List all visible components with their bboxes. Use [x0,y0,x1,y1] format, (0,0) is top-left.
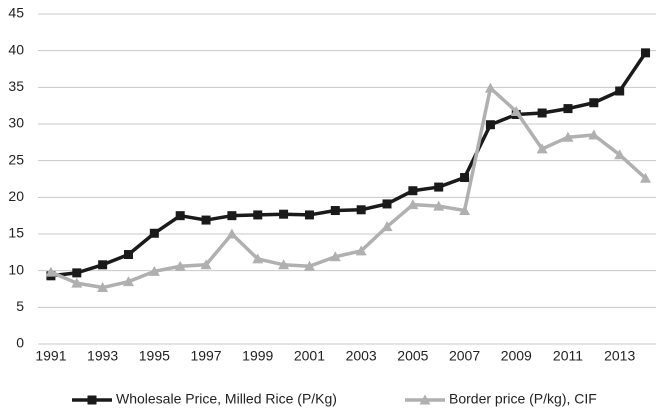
marker [148,265,160,276]
x-tick-label: 2013 [604,348,635,364]
y-tick-label: 25 [8,151,24,167]
marker [563,104,573,114]
x-tick-label: 1997 [190,348,221,364]
marker [408,186,418,196]
x-tick-label: 2003 [346,348,377,364]
marker [174,260,186,271]
marker [45,266,57,277]
marker [123,250,133,260]
marker [175,211,185,221]
marker [329,251,341,262]
marker [614,149,626,160]
marker [201,215,211,225]
marker [356,205,366,215]
marker [227,211,237,221]
marker [640,172,652,183]
y-tick-label: 35 [8,78,24,94]
x-tick-label: 1991 [35,348,66,364]
x-tick-label: 2001 [294,348,325,364]
marker [537,108,547,118]
marker [355,245,367,256]
marker [200,259,212,270]
marker [304,210,314,220]
marker [407,199,419,210]
marker [485,120,495,130]
marker [122,276,134,287]
marker [484,82,496,93]
series-line [50,86,647,290]
marker [279,209,289,219]
marker [253,210,263,220]
marker [252,253,264,264]
marker [381,221,393,232]
marker [459,205,471,216]
x-tick-label: 1995 [139,348,170,364]
marker [87,395,97,405]
y-tick-label: 20 [8,188,24,204]
marker [460,173,470,183]
marker [510,106,522,117]
marker [588,129,600,140]
y-tick-label: 45 [8,5,24,21]
marker [433,200,445,211]
marker [562,131,574,142]
y-tick-label: 0 [16,335,24,351]
y-tick-label: 15 [8,225,24,241]
marker [97,282,109,293]
marker [278,259,290,270]
x-tick-label: 2005 [397,348,428,364]
marker [536,143,548,154]
marker [149,228,159,238]
legend-label: Border price (P/kg), CIF [449,391,597,407]
x-tick-label: 1999 [242,348,273,364]
marker [434,182,444,192]
marker [589,98,599,108]
marker [419,394,431,405]
marker [615,86,625,96]
y-tick-label: 30 [8,115,24,131]
x-tick-label: 2011 [553,348,583,364]
x-tick-label: 2007 [449,348,480,364]
x-tick-label: 1993 [87,348,118,364]
marker [641,48,651,58]
x-tick-label: 2009 [501,348,532,364]
marker [382,199,392,209]
marker [226,228,238,239]
marker [303,260,315,271]
y-tick-label: 10 [8,261,24,277]
legend-label: Wholesale Price, Milled Rice (P/Kg) [116,391,337,407]
marker [72,268,82,278]
marker [71,277,83,288]
marker [330,206,340,216]
series-line [50,51,647,278]
y-tick-label: 5 [16,298,24,314]
y-tick-label: 40 [8,41,24,57]
marker [98,260,108,270]
